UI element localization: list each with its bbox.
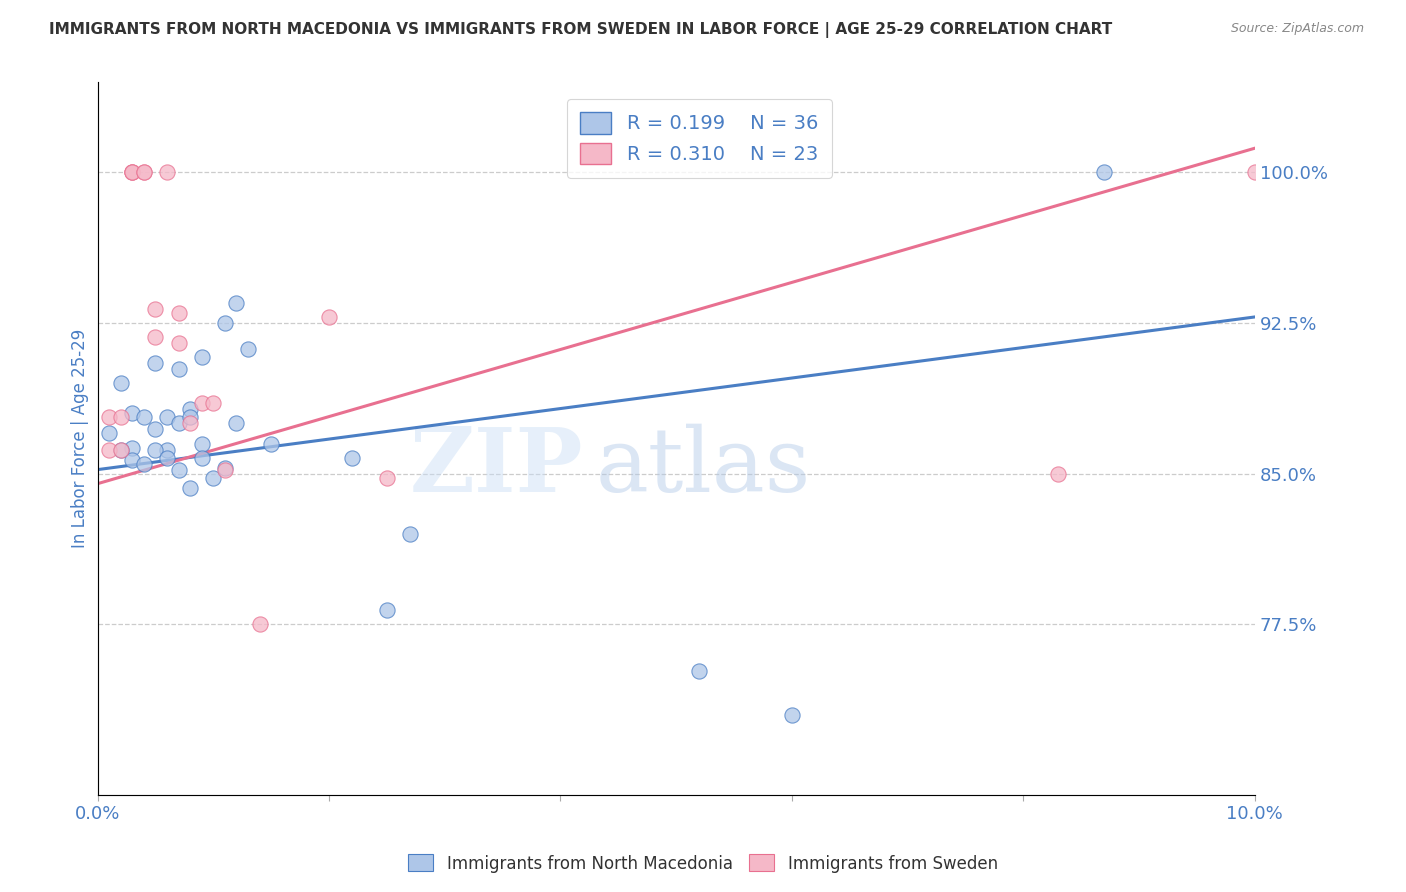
Point — [156, 450, 179, 465]
Point — [688, 664, 710, 678]
Point — [1047, 467, 1070, 481]
Point — [190, 350, 212, 364]
Legend: R = 0.199    N = 36, R = 0.310    N = 23: R = 0.199 N = 36, R = 0.310 N = 23 — [567, 99, 832, 178]
Point — [98, 426, 121, 441]
Point — [260, 436, 283, 450]
Point — [190, 436, 212, 450]
Point — [121, 406, 143, 420]
Point — [156, 442, 179, 457]
Point — [190, 450, 212, 465]
Point — [132, 410, 155, 425]
Point — [167, 362, 190, 376]
Point — [249, 617, 271, 632]
Point — [167, 336, 190, 351]
Point — [1244, 165, 1267, 179]
Point — [156, 410, 179, 425]
Point — [214, 462, 236, 476]
Point — [132, 165, 155, 179]
Point — [780, 707, 803, 722]
Point — [1094, 165, 1116, 179]
Text: IMMIGRANTS FROM NORTH MACEDONIA VS IMMIGRANTS FROM SWEDEN IN LABOR FORCE | AGE 2: IMMIGRANTS FROM NORTH MACEDONIA VS IMMIG… — [49, 22, 1112, 38]
Point — [179, 417, 201, 431]
Point — [110, 410, 132, 425]
Point — [145, 422, 167, 436]
Point — [98, 442, 121, 457]
Text: atlas: atlas — [595, 424, 810, 511]
Point — [98, 410, 121, 425]
Point — [145, 330, 167, 344]
Point — [121, 165, 143, 179]
Point — [399, 527, 422, 541]
Point — [167, 306, 190, 320]
Point — [214, 316, 236, 330]
Text: Source: ZipAtlas.com: Source: ZipAtlas.com — [1230, 22, 1364, 36]
Point — [202, 396, 225, 410]
Point — [110, 442, 132, 457]
Text: ZIP: ZIP — [411, 424, 583, 510]
Point — [145, 442, 167, 457]
Point — [132, 457, 155, 471]
Legend: Immigrants from North Macedonia, Immigrants from Sweden: Immigrants from North Macedonia, Immigra… — [402, 847, 1004, 880]
Point — [121, 452, 143, 467]
Point — [202, 470, 225, 484]
Point — [179, 410, 201, 425]
Point — [121, 441, 143, 455]
Point — [121, 165, 143, 179]
Point — [225, 296, 247, 310]
Point — [145, 356, 167, 370]
Point — [375, 470, 398, 484]
Point — [156, 165, 179, 179]
Point — [145, 301, 167, 316]
Point — [110, 442, 132, 457]
Point — [179, 481, 201, 495]
Point — [236, 342, 259, 356]
Point — [121, 165, 143, 179]
Point — [214, 460, 236, 475]
Point — [375, 603, 398, 617]
Point — [110, 376, 132, 391]
Point — [132, 165, 155, 179]
Point — [318, 310, 340, 324]
Point — [179, 402, 201, 417]
Y-axis label: In Labor Force | Age 25-29: In Labor Force | Age 25-29 — [72, 329, 89, 548]
Point — [340, 450, 363, 465]
Point — [167, 417, 190, 431]
Point — [225, 417, 247, 431]
Point — [190, 396, 212, 410]
Point — [167, 462, 190, 476]
